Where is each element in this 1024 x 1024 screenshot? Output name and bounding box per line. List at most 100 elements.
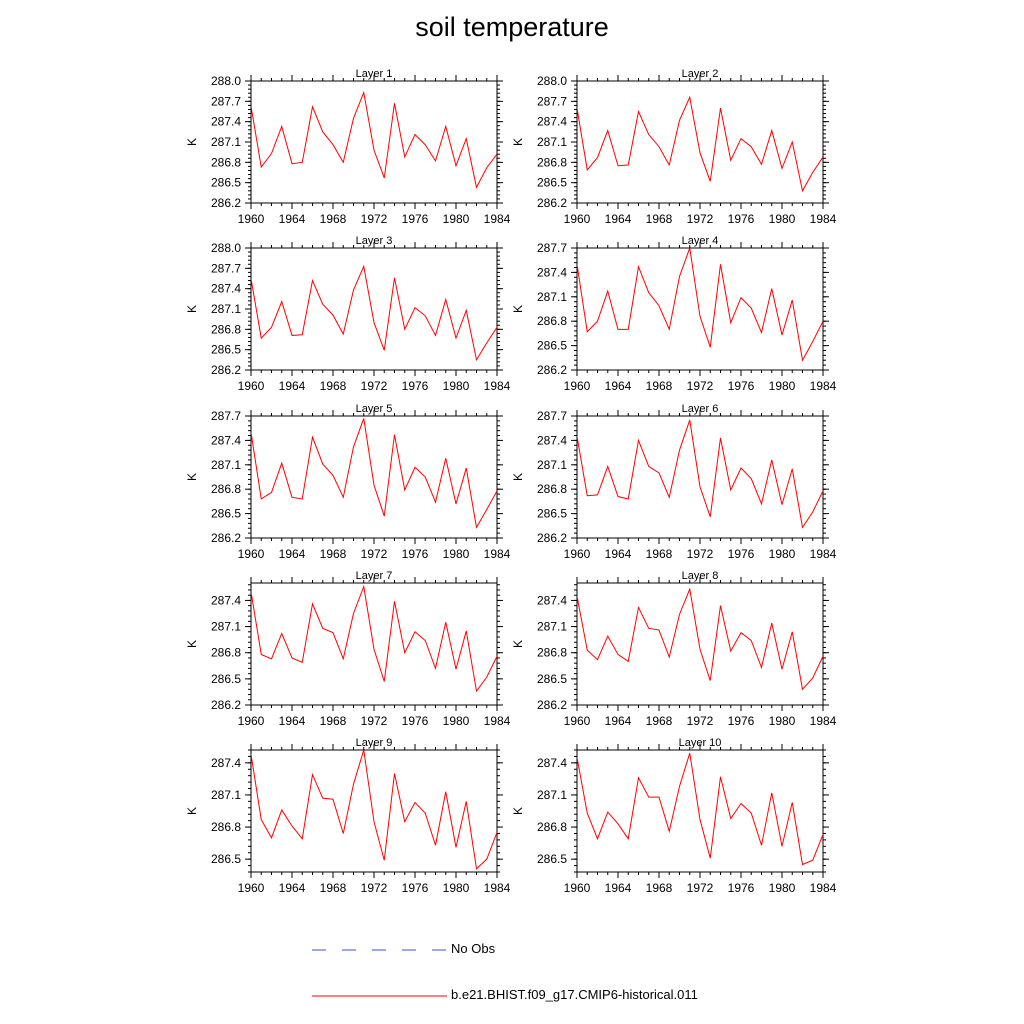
panel-title: Layer 8 bbox=[682, 570, 719, 582]
panel-title: Layer 9 bbox=[356, 737, 393, 749]
panel-5: Layer 5 K 1960 1964 1968 1972 1976 1980 1984 286.… bbox=[185, 403, 511, 561]
y-tick-label: 287.1 bbox=[537, 620, 567, 634]
x-tick-label: 1980 bbox=[769, 547, 796, 561]
y-tick-label: 287.1 bbox=[211, 620, 241, 634]
y-axis-label: K bbox=[511, 640, 525, 648]
y-axis-label: K bbox=[511, 138, 525, 146]
series-line bbox=[577, 753, 823, 866]
y-tick-label: 286.5 bbox=[211, 343, 241, 357]
y-tick-label: 288.0 bbox=[537, 74, 567, 88]
x-tick-label: 1960 bbox=[564, 379, 591, 393]
panel-10: Layer 10 K 1960 1964 1968 1972 1976 1980 1984 286… bbox=[511, 737, 837, 895]
y-tick-label: 287.1 bbox=[211, 302, 241, 316]
x-tick-label: 1976 bbox=[728, 881, 755, 895]
x-tick-label: 1968 bbox=[320, 547, 347, 561]
x-tick-label: 1976 bbox=[728, 212, 755, 226]
y-tick-label: 287.4 bbox=[537, 115, 567, 129]
x-tick-label: 1964 bbox=[605, 379, 632, 393]
x-tick-label: 1964 bbox=[279, 714, 306, 728]
y-tick-label: 287.4 bbox=[211, 433, 241, 447]
y-tick-label: 286.8 bbox=[537, 820, 567, 834]
x-tick-label: 1976 bbox=[728, 714, 755, 728]
x-tick-label: 1980 bbox=[769, 379, 796, 393]
plot-frame bbox=[576, 247, 824, 371]
y-tick-label: 287.4 bbox=[211, 282, 241, 296]
y-tick-label: 286.8 bbox=[537, 314, 567, 328]
x-tick-label: 1968 bbox=[646, 881, 673, 895]
plot-frame bbox=[250, 247, 498, 371]
x-tick-label: 1980 bbox=[443, 379, 470, 393]
panel-title: Layer 3 bbox=[356, 235, 393, 247]
y-tick-label: 286.8 bbox=[537, 646, 567, 660]
x-tick-label: 1984 bbox=[484, 547, 511, 561]
y-tick-label: 286.5 bbox=[537, 672, 567, 686]
x-tick-label: 1980 bbox=[443, 547, 470, 561]
y-tick-label: 287.1 bbox=[211, 135, 241, 149]
y-tick-label: 286.5 bbox=[537, 176, 567, 190]
y-tick-label: 286.8 bbox=[211, 155, 241, 169]
x-tick-label: 1972 bbox=[361, 881, 388, 895]
series-line bbox=[251, 750, 497, 870]
x-tick-label: 1960 bbox=[564, 547, 591, 561]
x-tick-label: 1972 bbox=[687, 714, 714, 728]
x-tick-label: 1980 bbox=[769, 714, 796, 728]
y-tick-label: 286.2 bbox=[537, 196, 567, 210]
x-tick-label: 1972 bbox=[687, 212, 714, 226]
x-tick-label: 1960 bbox=[238, 212, 265, 226]
x-tick-label: 1964 bbox=[279, 547, 306, 561]
series-line bbox=[251, 264, 497, 362]
plot-frame bbox=[576, 582, 824, 706]
y-tick-label: 286.5 bbox=[211, 672, 241, 686]
y-tick-label: 287.4 bbox=[211, 115, 241, 129]
x-tick-label: 1960 bbox=[238, 714, 265, 728]
panel-title: Layer 2 bbox=[682, 68, 719, 80]
y-tick-label: 286.8 bbox=[211, 646, 241, 660]
x-tick-label: 1984 bbox=[810, 714, 837, 728]
x-tick-label: 1968 bbox=[646, 212, 673, 226]
series-line bbox=[577, 587, 823, 691]
y-tick-label: 286.2 bbox=[537, 531, 567, 545]
x-tick-label: 1972 bbox=[687, 881, 714, 895]
plot-frame bbox=[576, 80, 824, 204]
y-tick-label: 286.5 bbox=[211, 176, 241, 190]
y-tick-label: 286.2 bbox=[537, 363, 567, 377]
y-tick-label: 286.2 bbox=[211, 698, 241, 712]
x-tick-label: 1980 bbox=[769, 881, 796, 895]
y-tick-label: 286.2 bbox=[211, 531, 241, 545]
y-axis-label: K bbox=[511, 473, 525, 481]
panel-8: Layer 8 K 1960 1964 1968 1972 1976 1980 1984 286.… bbox=[511, 570, 837, 728]
y-tick-label: 286.2 bbox=[537, 698, 567, 712]
y-tick-label: 287.7 bbox=[537, 241, 567, 255]
x-tick-label: 1984 bbox=[810, 212, 837, 226]
y-tick-label: 286.2 bbox=[211, 196, 241, 210]
series-line bbox=[251, 90, 497, 189]
y-axis-label: K bbox=[185, 473, 199, 481]
series-line bbox=[577, 95, 823, 193]
x-tick-label: 1968 bbox=[320, 881, 347, 895]
x-tick-label: 1984 bbox=[484, 379, 511, 393]
x-tick-label: 1960 bbox=[238, 881, 265, 895]
plot-frame bbox=[576, 415, 824, 539]
series-line bbox=[251, 418, 497, 529]
y-tick-label: 287.1 bbox=[537, 458, 567, 472]
panel-title: Layer 1 bbox=[356, 68, 393, 80]
y-tick-label: 287.7 bbox=[537, 409, 567, 423]
panel-title: Layer 10 bbox=[679, 737, 722, 749]
x-tick-label: 1960 bbox=[238, 547, 265, 561]
panel-7: Layer 7 K 1960 1964 1968 1972 1976 1980 1984 286.… bbox=[185, 570, 511, 728]
x-tick-label: 1968 bbox=[320, 212, 347, 226]
panel-title: Layer 7 bbox=[356, 570, 393, 582]
x-tick-label: 1976 bbox=[402, 212, 429, 226]
y-tick-label: 286.8 bbox=[211, 820, 241, 834]
y-axis-label: K bbox=[185, 305, 199, 313]
x-tick-label: 1972 bbox=[361, 547, 388, 561]
x-tick-label: 1964 bbox=[605, 547, 632, 561]
y-tick-label: 287.1 bbox=[537, 290, 567, 304]
series-line bbox=[577, 419, 823, 529]
x-tick-label: 1964 bbox=[279, 379, 306, 393]
y-tick-label: 288.0 bbox=[211, 241, 241, 255]
x-tick-label: 1968 bbox=[320, 714, 347, 728]
panel-2: Layer 2 K 1960 1964 1968 1972 1976 1980 1984 286.… bbox=[511, 68, 837, 226]
x-tick-label: 1960 bbox=[564, 714, 591, 728]
